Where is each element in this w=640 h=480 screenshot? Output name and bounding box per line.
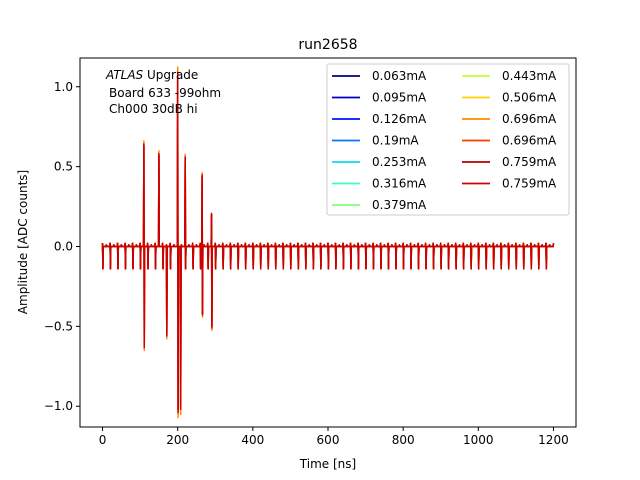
- legend-label: 0.506mA: [502, 91, 557, 105]
- chart-title: run2658: [298, 37, 357, 53]
- y-tick-label: −0.5: [44, 319, 73, 333]
- y-tick-label: 0.0: [54, 239, 73, 253]
- legend-entry: 0.696mA: [462, 112, 557, 126]
- legend-entry: 0.126mA: [332, 112, 427, 126]
- annotation-channel: Ch000 30dB hi: [109, 102, 198, 116]
- y-axis: −1.0 −0.5 0.0 0.5 1.0: [44, 80, 80, 413]
- x-tick-label: 800: [392, 433, 415, 447]
- legend-entry: 0.063mA: [332, 69, 427, 83]
- legend-entry: 0.443mA: [462, 69, 557, 83]
- x-tick-label: 0: [99, 433, 107, 447]
- x-tick-label: 200: [166, 433, 189, 447]
- legend-box: [326, 63, 570, 216]
- series-line: [101, 71, 555, 414]
- legend-label: 0.759mA: [502, 177, 557, 191]
- legend-label: 0.095mA: [372, 91, 427, 105]
- x-tick-label: 400: [241, 433, 264, 447]
- legend-entry: 0.759mA: [462, 155, 557, 169]
- legend-label: 0.759mA: [502, 155, 557, 169]
- legend-label: 0.253mA: [372, 155, 427, 169]
- legend-entry: 0.696mA: [462, 134, 557, 148]
- x-tick-label: 600: [317, 433, 340, 447]
- y-tick-label: 1.0: [54, 80, 73, 94]
- legend-label: 0.696mA: [502, 112, 557, 126]
- annotation-upgrade: Upgrade: [143, 68, 198, 82]
- y-tick-label: −1.0: [44, 399, 73, 413]
- legend-entry: 0.506mA: [462, 91, 557, 105]
- svg-text:ATLAS Upgrade: ATLAS Upgrade: [105, 68, 198, 82]
- y-tick-label: 0.5: [54, 160, 73, 174]
- x-tick-label: 1000: [463, 433, 494, 447]
- legend-label: 0.379mA: [372, 198, 427, 212]
- x-tick-label: 1200: [538, 433, 569, 447]
- legend-entry: 0.379mA: [332, 198, 427, 212]
- series-layer: [101, 66, 555, 419]
- legend-label: 0.126mA: [372, 112, 427, 126]
- legend-entry: 0.759mA: [462, 177, 557, 191]
- annotation-atlas-italic: ATLAS: [105, 68, 144, 82]
- legend-entry: 0.316mA: [332, 177, 427, 191]
- annotation-board: Board 633 -99ohm: [109, 86, 221, 100]
- legend-label: 0.696mA: [502, 134, 557, 148]
- y-axis-label: Amplitude [ADC counts]: [16, 170, 30, 314]
- legend-label: 0.063mA: [372, 69, 427, 83]
- legend-label: 0.443mA: [502, 69, 557, 83]
- legend-label: 0.316mA: [372, 177, 427, 191]
- legend-label: 0.19mA: [372, 134, 419, 148]
- x-axis-label: Time [ns]: [299, 457, 356, 471]
- legend-entry: 0.095mA: [332, 91, 427, 105]
- x-axis: 0 200 400 600 800 1000 1200: [99, 427, 569, 447]
- atlas-annotation: ATLAS Upgrade Board 633 -99ohm Ch000 30d…: [105, 68, 221, 116]
- legend-entry: 0.253mA: [332, 155, 427, 169]
- legend-entry: 0.19mA: [332, 134, 419, 148]
- legend: 0.063mA 0.095mA 0.126mA 0.19mA 0.253mA 0.316m…: [326, 63, 570, 216]
